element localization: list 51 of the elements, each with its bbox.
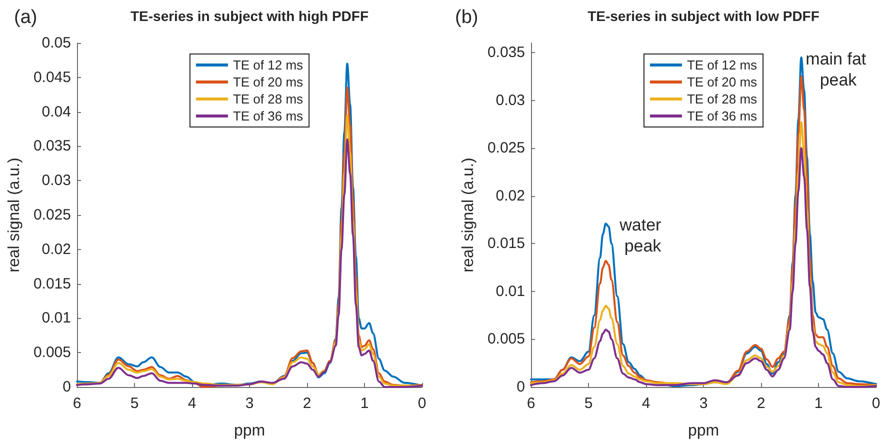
y-tick-label: 0.025 — [487, 140, 525, 157]
annotation: water peak — [618, 216, 666, 256]
legend-label: TE of 20 ms — [232, 74, 304, 90]
y-tick-label: 0.05 — [42, 34, 71, 52]
y-tick-label: 0.005 — [487, 330, 525, 348]
x-tick-label: 5 — [130, 395, 139, 412]
y-tick-label: 0.01 — [496, 282, 525, 300]
x-tick-label: 3 — [699, 395, 708, 412]
y-axis-title: real signal (a.u.) — [460, 158, 478, 272]
chart-title: TE-series in subject with low PDFF — [588, 8, 820, 24]
x-tick-label: 1 — [814, 395, 823, 412]
y-tick-label: 0.035 — [33, 138, 71, 155]
x-tick-label: 3 — [245, 395, 254, 412]
text: (b) — [455, 7, 478, 28]
x-tick-label: 4 — [188, 395, 196, 412]
y-tick-label: 0.005 — [33, 344, 71, 362]
y-tick-label: 0.015 — [33, 275, 71, 292]
x-tick-label: 1 — [360, 395, 369, 412]
y-tick-label: 0.045 — [33, 68, 71, 86]
y-tick-label: 0 — [516, 378, 525, 396]
x-axis-title: ppm — [688, 422, 720, 440]
legend-label: TE of 36 ms — [686, 108, 758, 124]
legend-label: TE of 36 ms — [232, 108, 304, 124]
legend-label: TE of 12 ms — [232, 58, 304, 72]
y-tick-label: 0.025 — [33, 206, 71, 224]
x-axis-title: ppm — [234, 422, 266, 440]
x-tick-label: 6 — [72, 395, 82, 412]
y-tick-label: 0 — [62, 378, 71, 396]
x-tick-label: 5 — [584, 395, 593, 412]
y-tick-label: 0.015 — [487, 235, 525, 252]
y-tick-label: 0.04 — [42, 103, 71, 120]
x-tick-label: 4 — [642, 395, 650, 412]
chart-title: TE-series in subject with high PDFF — [130, 8, 369, 24]
x-tick-label: 0 — [872, 395, 880, 412]
x-tick-label: 2 — [756, 395, 766, 412]
y-tick-label: 0.01 — [42, 310, 71, 327]
y-tick-label: 0.02 — [496, 187, 525, 204]
legend-label: TE of 28 ms — [232, 92, 304, 106]
text: (a) — [14, 7, 38, 28]
x-tick-label: 6 — [526, 395, 536, 412]
legend-label: TE of 12 ms — [686, 58, 758, 72]
legend-label: TE of 20 ms — [686, 74, 758, 90]
y-tick-label: 0.03 — [496, 92, 525, 109]
y-tick-label: 0.03 — [42, 172, 71, 190]
x-tick-label: 0 — [418, 395, 426, 412]
y-axis-title: real signal (a.u.) — [6, 158, 24, 272]
x-tick-label: 2 — [302, 395, 312, 412]
annotation: main fat peak — [806, 49, 871, 90]
legend-label: TE of 28 ms — [686, 92, 758, 106]
y-tick-label: 0.035 — [487, 44, 525, 62]
y-tick-label: 0.02 — [42, 240, 71, 258]
